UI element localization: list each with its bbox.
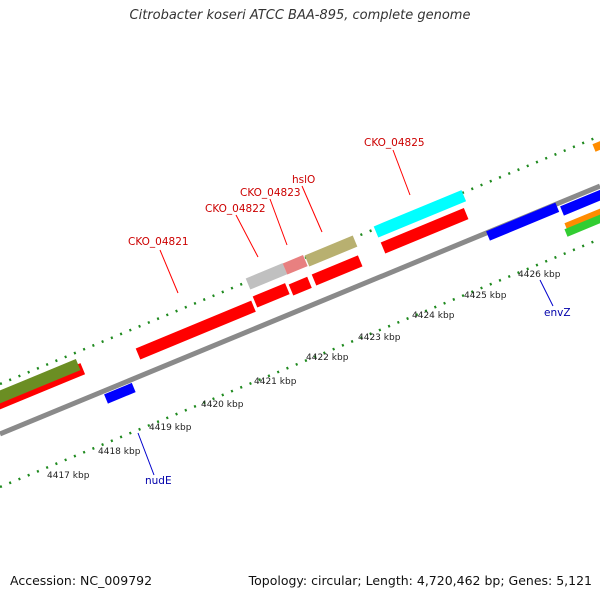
gene-feature[interactable] bbox=[564, 213, 600, 237]
leader-line bbox=[301, 185, 323, 233]
leader-line bbox=[269, 198, 288, 246]
gene-label: CKO_04823 bbox=[240, 187, 301, 199]
leader-line bbox=[392, 149, 411, 196]
gene-label: CKO_04821 bbox=[128, 236, 189, 248]
kbp-label: 4425 kbp bbox=[464, 291, 507, 301]
accession-text: Accession: NC_009792 bbox=[10, 573, 153, 588]
outer-tick-track bbox=[0, 134, 600, 386]
kbp-label: 4426 kbp bbox=[518, 270, 561, 280]
gene-label: envZ bbox=[544, 307, 571, 319]
gene-label: CKO_04822 bbox=[205, 203, 266, 215]
leader-line bbox=[235, 214, 259, 258]
kbp-label: 4418 kbp bbox=[98, 447, 141, 457]
cds-feature[interactable] bbox=[560, 189, 600, 216]
kbp-label: 4422 kbp bbox=[306, 353, 349, 363]
gene-label: hslO bbox=[292, 174, 315, 186]
gene-feature[interactable] bbox=[0, 359, 81, 405]
cds-feature[interactable] bbox=[288, 276, 312, 296]
cds-feature[interactable] bbox=[311, 255, 363, 286]
kbp-label: 4419 kbp bbox=[149, 423, 192, 433]
leader-line bbox=[539, 279, 554, 307]
kbp-label: 4421 kbp bbox=[254, 377, 297, 387]
gene-feature[interactable] bbox=[373, 190, 467, 238]
leader-line bbox=[159, 249, 179, 294]
gene-feature[interactable] bbox=[564, 207, 600, 231]
gene-feature[interactable] bbox=[245, 263, 288, 290]
map-title: Citrobacter koseri ATCC BAA-895, complet… bbox=[129, 8, 471, 23]
inner-tick-track bbox=[0, 237, 600, 489]
gene-feature[interactable] bbox=[592, 136, 600, 152]
leader-line bbox=[137, 432, 155, 476]
cds-feature[interactable] bbox=[380, 208, 469, 254]
kbp-label: 4420 kbp bbox=[201, 400, 244, 410]
gene-feature[interactable] bbox=[304, 235, 358, 267]
gene-label: nudE bbox=[145, 475, 172, 487]
gene-feature[interactable] bbox=[282, 255, 308, 275]
cds-feature[interactable] bbox=[252, 283, 290, 308]
kbp-label: 4424 kbp bbox=[412, 311, 455, 321]
gene-label: CKO_04825 bbox=[364, 137, 425, 149]
cds-feature[interactable] bbox=[104, 382, 136, 404]
kbp-label: 4423 kbp bbox=[358, 333, 401, 343]
cds-feature[interactable] bbox=[135, 300, 256, 360]
genome-summary: Topology: circular; Length: 4,720,462 bp… bbox=[248, 573, 592, 588]
kbp-label: 4417 kbp bbox=[47, 471, 90, 481]
cds-feature[interactable] bbox=[486, 202, 560, 241]
